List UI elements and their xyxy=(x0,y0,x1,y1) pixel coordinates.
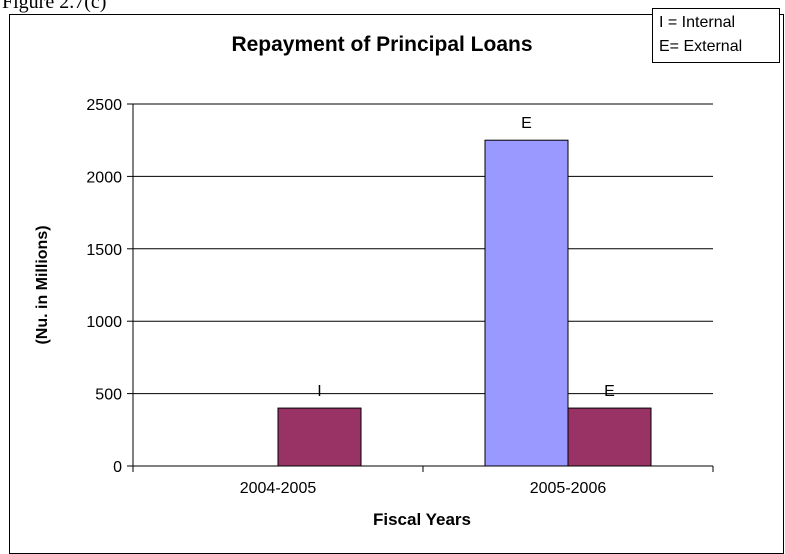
bar-data-label: I xyxy=(317,383,321,400)
legend-note-external: E= External xyxy=(659,38,743,55)
bar-data-label: E xyxy=(521,115,532,132)
bar-data-label: E xyxy=(604,383,615,400)
y-tick-label: 500 xyxy=(95,387,122,404)
x-tick-label: 2004-2005 xyxy=(240,480,317,497)
legend-note: I = Internal E= External xyxy=(652,8,780,63)
bar-e xyxy=(277,407,362,467)
bar-i xyxy=(484,139,569,467)
y-tick-label: 1000 xyxy=(86,314,122,331)
caption-fragment: Figure 2.7(c) xyxy=(2,0,107,13)
chart-title: Repayment of Principal Loans xyxy=(231,33,532,56)
x-tick-label: 2005-2006 xyxy=(530,480,607,497)
y-axis-title: (Nu. in Millions) xyxy=(34,225,51,344)
y-tick-label: 1500 xyxy=(86,242,122,259)
bar-e xyxy=(567,407,652,467)
y-tick-label: 2500 xyxy=(86,97,122,114)
y-tick-label: 2000 xyxy=(86,169,122,186)
bar-chart: Repayment of Principal Loans (Nu. in Mil… xyxy=(34,33,714,529)
legend-note-internal: I = Internal xyxy=(659,14,736,31)
x-axis-title: Fiscal Years xyxy=(373,510,471,529)
y-tick-label: 0 xyxy=(113,459,122,476)
